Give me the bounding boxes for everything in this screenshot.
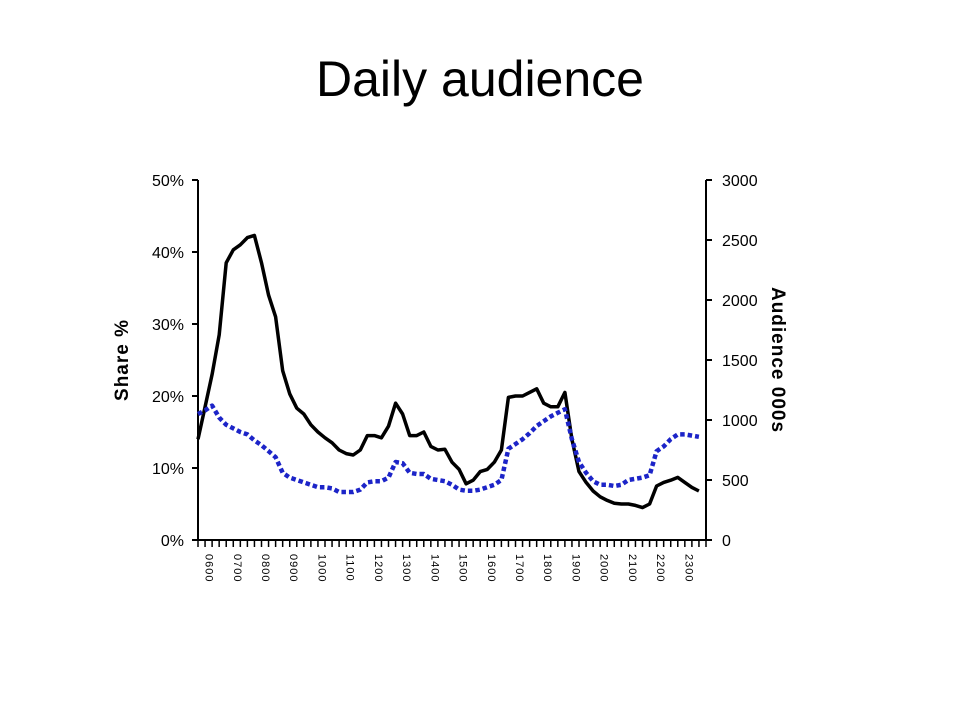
- x-tick-label: 1800: [541, 554, 553, 582]
- right-tick-label: 0: [722, 533, 731, 550]
- x-tick-label: 1700: [513, 554, 525, 582]
- x-tick-label: 0900: [287, 554, 299, 582]
- x-tick-label: 1900: [569, 554, 581, 582]
- right-tick-label: 2000: [722, 293, 758, 310]
- x-tick-label: 1500: [457, 554, 469, 582]
- x-tick-label: 0700: [231, 554, 243, 582]
- x-tick-label: 1000: [315, 554, 327, 582]
- x-tick-label: 1300: [400, 554, 412, 582]
- right-tick-label: 2500: [722, 233, 758, 250]
- x-tick-label: 2300: [682, 554, 694, 582]
- left-tick-label: 50%: [152, 173, 184, 190]
- left-axis-title: Share %: [112, 319, 133, 401]
- share-series-line: [196, 233, 700, 510]
- right-tick-label: 1500: [722, 353, 758, 370]
- audience-series-line: [196, 403, 700, 495]
- x-axis: 0600 0700 0800 0900 1000 1100 1200 1300 1400 1500…: [197, 540, 707, 582]
- x-tick-label: 1200: [372, 554, 384, 582]
- x-tick-label: 1100: [344, 554, 356, 582]
- right-tick-label: 500: [722, 473, 749, 490]
- x-tick-label: 2100: [626, 554, 638, 582]
- right-axis-title: Audience 000s: [767, 287, 788, 433]
- x-tick-label: 1400: [428, 554, 440, 582]
- x-tick-label: 2000: [598, 554, 610, 582]
- left-tick-label: 0%: [161, 533, 184, 550]
- series-layer: [196, 233, 700, 510]
- left-tick-label: 10%: [152, 461, 184, 478]
- left-tick-label: 20%: [152, 389, 184, 406]
- left-tick-label: 40%: [152, 245, 184, 262]
- right-y-axis: 0 500 1000 1500 2000 2500 3000: [706, 173, 758, 550]
- slide-title: Daily audience: [316, 51, 644, 107]
- x-tick-label: 2200: [654, 554, 666, 582]
- right-tick-label: 3000: [722, 173, 758, 190]
- x-tick-label: 1600: [485, 554, 497, 582]
- left-tick-label: 30%: [152, 317, 184, 334]
- x-tick-label: 0800: [259, 554, 271, 582]
- left-y-axis: 0% 10% 20% 30% 40% 50%: [152, 173, 198, 550]
- right-tick-label: 1000: [722, 413, 758, 430]
- x-tick-label: 0600: [203, 554, 215, 582]
